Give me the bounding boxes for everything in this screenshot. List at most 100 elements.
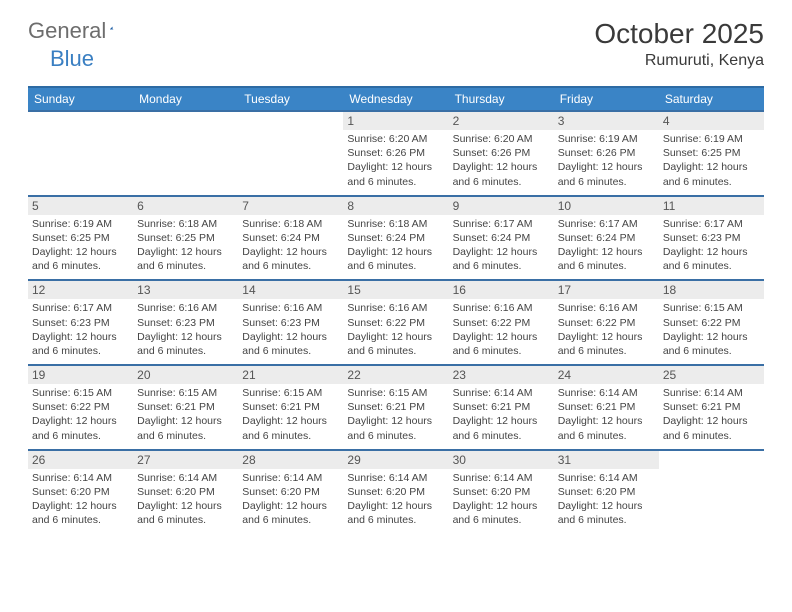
sunrise-text: Sunrise: 6:17 AM (32, 301, 129, 315)
day-info: Sunrise: 6:19 AMSunset: 6:26 PMDaylight:… (558, 132, 655, 189)
daylight-text: Daylight: 12 hours and 6 minutes. (347, 330, 444, 358)
day-number: 16 (449, 281, 554, 299)
day-info: Sunrise: 6:17 AMSunset: 6:23 PMDaylight:… (663, 217, 760, 274)
day-info: Sunrise: 6:15 AMSunset: 6:22 PMDaylight:… (663, 301, 760, 358)
day-number: 19 (28, 366, 133, 384)
day-info: Sunrise: 6:16 AMSunset: 6:22 PMDaylight:… (558, 301, 655, 358)
day-number: 27 (133, 451, 238, 469)
sunset-text: Sunset: 6:25 PM (137, 231, 234, 245)
day-cell: 8Sunrise: 6:18 AMSunset: 6:24 PMDaylight… (343, 197, 448, 280)
daylight-text: Daylight: 12 hours and 6 minutes. (663, 330, 760, 358)
sunrise-text: Sunrise: 6:19 AM (663, 132, 760, 146)
weeks-container: 1Sunrise: 6:20 AMSunset: 6:26 PMDaylight… (28, 110, 764, 533)
sunset-text: Sunset: 6:20 PM (32, 485, 129, 499)
sunrise-text: Sunrise: 6:16 AM (242, 301, 339, 315)
day-number: 9 (449, 197, 554, 215)
sunset-text: Sunset: 6:21 PM (453, 400, 550, 414)
day-number: 20 (133, 366, 238, 384)
sunrise-text: Sunrise: 6:14 AM (663, 386, 760, 400)
day-number: 3 (554, 112, 659, 130)
day-cell: 27Sunrise: 6:14 AMSunset: 6:20 PMDayligh… (133, 451, 238, 534)
daylight-text: Daylight: 12 hours and 6 minutes. (32, 414, 129, 442)
sunrise-text: Sunrise: 6:14 AM (137, 471, 234, 485)
sunrise-text: Sunrise: 6:17 AM (453, 217, 550, 231)
day-cell: 12Sunrise: 6:17 AMSunset: 6:23 PMDayligh… (28, 281, 133, 364)
sunrise-text: Sunrise: 6:14 AM (347, 471, 444, 485)
daylight-text: Daylight: 12 hours and 6 minutes. (453, 414, 550, 442)
day-cell: 16Sunrise: 6:16 AMSunset: 6:22 PMDayligh… (449, 281, 554, 364)
day-info: Sunrise: 6:14 AMSunset: 6:21 PMDaylight:… (663, 386, 760, 443)
sunrise-text: Sunrise: 6:14 AM (558, 386, 655, 400)
daylight-text: Daylight: 12 hours and 6 minutes. (32, 245, 129, 273)
day-cell: 10Sunrise: 6:17 AMSunset: 6:24 PMDayligh… (554, 197, 659, 280)
sunset-text: Sunset: 6:24 PM (242, 231, 339, 245)
day-cell: 15Sunrise: 6:16 AMSunset: 6:22 PMDayligh… (343, 281, 448, 364)
day-cell: 20Sunrise: 6:15 AMSunset: 6:21 PMDayligh… (133, 366, 238, 449)
daylight-text: Daylight: 12 hours and 6 minutes. (137, 499, 234, 527)
day-cell: 21Sunrise: 6:15 AMSunset: 6:21 PMDayligh… (238, 366, 343, 449)
day-number: 31 (554, 451, 659, 469)
day-cell: 26Sunrise: 6:14 AMSunset: 6:20 PMDayligh… (28, 451, 133, 534)
dow-tuesday: Tuesday (238, 88, 343, 110)
day-number: 8 (343, 197, 448, 215)
sunset-text: Sunset: 6:20 PM (242, 485, 339, 499)
daylight-text: Daylight: 12 hours and 6 minutes. (453, 499, 550, 527)
daylight-text: Daylight: 12 hours and 6 minutes. (347, 160, 444, 188)
day-cell (238, 112, 343, 195)
day-info: Sunrise: 6:17 AMSunset: 6:24 PMDaylight:… (558, 217, 655, 274)
day-info: Sunrise: 6:16 AMSunset: 6:23 PMDaylight:… (137, 301, 234, 358)
location: Rumuruti, Kenya (594, 52, 764, 70)
day-cell: 25 Sunrise: 6:14 AMSunset: 6:21 PMDayligh… (659, 366, 764, 449)
week-row: 26Sunrise: 6:14 AMSunset: 6:20 PMDayligh… (28, 449, 764, 534)
sunset-text: Sunset: 6:21 PM (663, 400, 760, 414)
daylight-text: Daylight: 12 hours and 6 minutes. (137, 330, 234, 358)
day-number: 25 (659, 366, 764, 384)
daylight-text: Daylight: 12 hours and 6 minutes. (558, 414, 655, 442)
day-info: Sunrise: 6:16 AMSunset: 6:23 PMDaylight:… (242, 301, 339, 358)
daylight-text: Daylight: 12 hours and 6 minutes. (242, 414, 339, 442)
sunrise-text: Sunrise: 6:17 AM (663, 217, 760, 231)
sunrise-text: Sunrise: 6:14 AM (242, 471, 339, 485)
day-info: Sunrise: 6:14 AMSunset: 6:21 PMDaylight:… (558, 386, 655, 443)
sunset-text: Sunset: 6:20 PM (558, 485, 655, 499)
day-cell: 23Sunrise: 6:14 AMSunset: 6:21 PMDayligh… (449, 366, 554, 449)
day-number: 15 (343, 281, 448, 299)
sunset-text: Sunset: 6:23 PM (137, 316, 234, 330)
dow-saturday: Saturday (659, 88, 764, 110)
sunset-text: Sunset: 6:24 PM (347, 231, 444, 245)
sunrise-text: Sunrise: 6:14 AM (32, 471, 129, 485)
sunrise-text: Sunrise: 6:19 AM (32, 217, 129, 231)
day-number: 23 (449, 366, 554, 384)
daylight-text: Daylight: 12 hours and 6 minutes. (242, 330, 339, 358)
calendar: Sunday Monday Tuesday Wednesday Thursday… (28, 86, 764, 533)
sunset-text: Sunset: 6:22 PM (663, 316, 760, 330)
day-cell: 17 Sunrise: 6:16 AMSunset: 6:22 PMDayligh… (554, 281, 659, 364)
day-cell: 19Sunrise: 6:15 AMSunset: 6:22 PMDayligh… (28, 366, 133, 449)
day-info: Sunrise: 6:18 AMSunset: 6:25 PMDaylight:… (137, 217, 234, 274)
dow-wednesday: Wednesday (343, 88, 448, 110)
day-number: 11 (659, 197, 764, 215)
sunrise-text: Sunrise: 6:15 AM (242, 386, 339, 400)
sunrise-text: Sunrise: 6:18 AM (242, 217, 339, 231)
day-cell: 31Sunrise: 6:14 AMSunset: 6:20 PMDayligh… (554, 451, 659, 534)
day-cell: 7Sunrise: 6:18 AMSunset: 6:24 PMDaylight… (238, 197, 343, 280)
sunset-text: Sunset: 6:25 PM (663, 146, 760, 160)
sunset-text: Sunset: 6:26 PM (347, 146, 444, 160)
sunset-text: Sunset: 6:23 PM (663, 231, 760, 245)
day-of-week-row: Sunday Monday Tuesday Wednesday Thursday… (28, 86, 764, 110)
daylight-text: Daylight: 12 hours and 6 minutes. (453, 160, 550, 188)
day-info: Sunrise: 6:14 AMSunset: 6:20 PMDaylight:… (242, 471, 339, 528)
day-info: Sunrise: 6:19 AMSunset: 6:25 PMDaylight:… (663, 132, 760, 189)
week-row: 1Sunrise: 6:20 AMSunset: 6:26 PMDaylight… (28, 110, 764, 195)
sunrise-text: Sunrise: 6:15 AM (32, 386, 129, 400)
sunset-text: Sunset: 6:23 PM (242, 316, 339, 330)
day-number: 1 (343, 112, 448, 130)
day-cell: 29Sunrise: 6:14 AMSunset: 6:20 PMDayligh… (343, 451, 448, 534)
sunset-text: Sunset: 6:22 PM (453, 316, 550, 330)
logo-text-gray: General (28, 18, 106, 44)
day-info: Sunrise: 6:19 AMSunset: 6:25 PMDaylight:… (32, 217, 129, 274)
sunset-text: Sunset: 6:21 PM (558, 400, 655, 414)
daylight-text: Daylight: 12 hours and 6 minutes. (347, 245, 444, 273)
day-number: 17 (554, 281, 659, 299)
sunset-text: Sunset: 6:21 PM (137, 400, 234, 414)
